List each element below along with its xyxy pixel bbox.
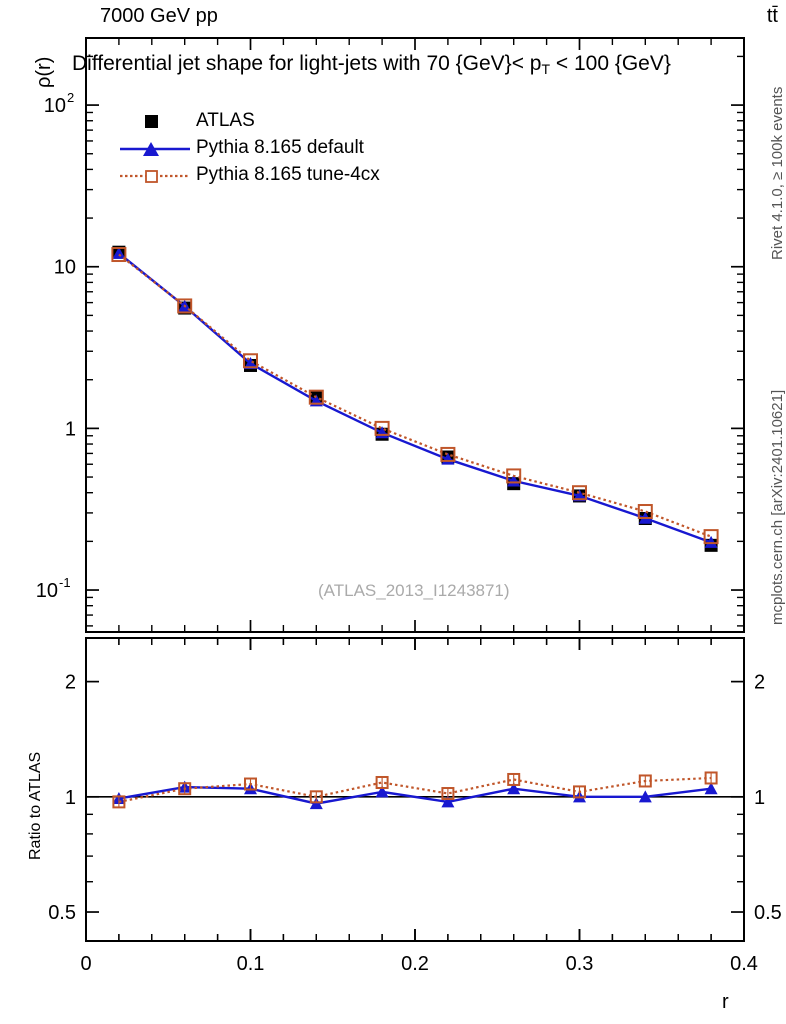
process-label: tt̄ — [766, 5, 778, 27]
legend-label-atlas: ATLAS — [196, 110, 255, 131]
analysis-id-watermark: (ATLAS_2013_I1243871) — [318, 581, 510, 600]
y-tick-label-main: 1 — [65, 418, 76, 440]
x-tick-label: 0 — [80, 953, 91, 975]
legend-marker-open-square — [120, 170, 190, 183]
beam-energy-label: 7000 GeV pp — [100, 5, 218, 27]
plot-title-prefix: Differential jet shape for light-jets wi… — [72, 52, 542, 75]
legend: ATLAS Pythia 8.165 default Pythia 8.165 … — [118, 108, 380, 189]
x-tick-label: 0.4 — [730, 953, 758, 975]
rivet-version-caption: Rivet 4.1.0, ≥ 100k events — [769, 86, 786, 260]
plot-title: Differential jet shape for light-jets wi… — [72, 52, 671, 77]
x-axis-label: r — [722, 991, 729, 1013]
y-tick-exponent-main: 2 — [67, 90, 74, 105]
y-tick-label-main: 10 — [54, 257, 76, 279]
x-tick-label: 0.1 — [237, 953, 265, 975]
y-tick-label-ratio-left: 2 — [65, 672, 76, 694]
y-tick-label-ratio-left: 1 — [65, 787, 76, 809]
y-tick-label-main: 10 — [36, 580, 58, 602]
y-tick-label-ratio-right: 0.5 — [754, 902, 782, 924]
legend-entry-pythia-tune4cx: Pythia 8.165 tune-4cx — [118, 162, 380, 189]
y-tick-label-ratio-left: 0.5 — [48, 902, 76, 924]
y-tick-exponent-main: -1 — [59, 575, 71, 590]
plot-title-suffix: < 100 {GeV} — [550, 52, 671, 75]
plot-title-subscript: T — [541, 61, 551, 77]
y-tick-label-ratio-right: 1 — [754, 787, 765, 809]
x-tick-label: 0.3 — [566, 953, 594, 975]
y-tick-label-main: 10 — [44, 95, 66, 117]
ratio-plot-frame — [85, 637, 745, 942]
x-tick-label: 0.2 — [401, 953, 429, 975]
legend-entry-atlas: ATLAS — [118, 108, 255, 135]
y-axis-label-main: ρ(r) — [33, 56, 55, 88]
legend-entry-pythia-default: Pythia 8.165 default — [118, 135, 364, 162]
legend-label-pythia-tune4cx: Pythia 8.165 tune-4cx — [196, 164, 380, 185]
mcplots-caption: mcplots.cern.ch [arXiv:2401.10621] — [769, 389, 786, 625]
legend-marker-filled-square — [145, 115, 158, 128]
legend-marker-filled-triangle — [120, 142, 190, 156]
y-axis-label-ratio: Ratio to ATLAS — [27, 751, 44, 860]
legend-label-pythia-default: Pythia 8.165 default — [196, 137, 364, 158]
y-tick-label-ratio-right: 2 — [754, 672, 765, 694]
